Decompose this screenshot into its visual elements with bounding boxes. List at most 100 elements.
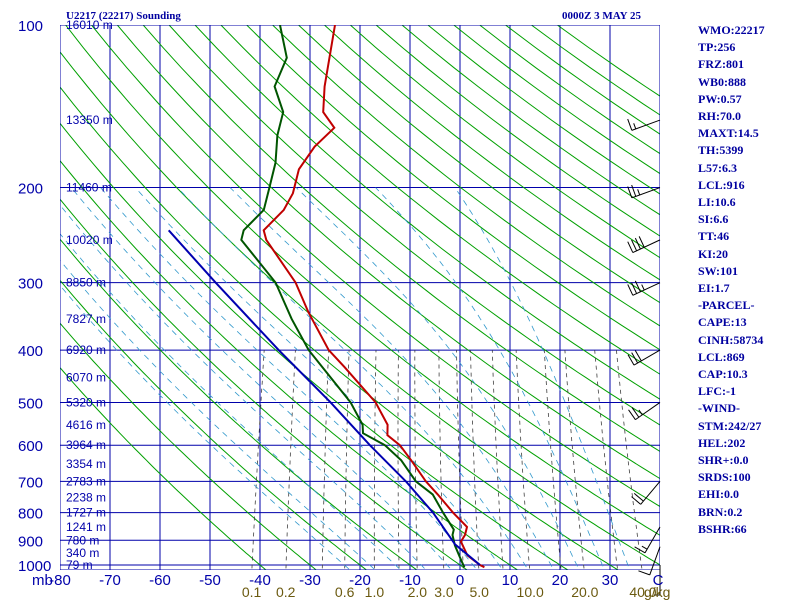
index-row: SW:101 bbox=[698, 263, 739, 278]
wind-barb bbox=[638, 546, 661, 576]
mixing-ratio-line bbox=[414, 350, 418, 570]
dry-adiabat bbox=[168, 25, 660, 426]
wind-barb-flag bbox=[634, 280, 641, 292]
mixing-ratio-label: 5.0 bbox=[469, 584, 489, 600]
wind-barb-staff bbox=[633, 349, 661, 366]
temperature-tick-label: -20 bbox=[349, 572, 371, 589]
height-label: 340 m bbox=[66, 546, 99, 560]
wind-barb bbox=[627, 236, 661, 254]
index-row: TT:46 bbox=[698, 229, 730, 244]
height-label: 1727 m bbox=[66, 506, 106, 520]
pressure-tick-label: 700 bbox=[18, 474, 43, 491]
height-label: 2238 m bbox=[66, 491, 106, 505]
dry-adiabat bbox=[60, 238, 418, 570]
moist-adiabat bbox=[375, 187, 605, 570]
wind-barb-flag bbox=[631, 352, 639, 364]
wind-barbs bbox=[627, 118, 661, 596]
temperature-tick-label: 30 bbox=[602, 572, 619, 589]
mixing-ratio-label: 3.0 bbox=[434, 584, 454, 600]
pressure-tick-label: 1000 bbox=[18, 558, 51, 575]
wind-barb bbox=[631, 481, 661, 505]
wind-barb-flag bbox=[627, 354, 635, 366]
dry-adiabat bbox=[298, 25, 660, 304]
index-row: LCL:916 bbox=[698, 177, 745, 192]
index-row: BSHR:66 bbox=[698, 521, 747, 536]
index-row: HEL:202 bbox=[698, 435, 746, 450]
wind-barb-flag bbox=[641, 545, 648, 550]
dry-adiabat bbox=[220, 25, 660, 375]
index-row: EI:1.7 bbox=[698, 281, 730, 296]
mixing-ratio-line bbox=[594, 350, 619, 570]
height-label: 7827 m bbox=[66, 312, 106, 326]
wind-barb-staff bbox=[644, 526, 661, 554]
temperature-profile bbox=[262, 25, 485, 569]
wind-barb-staff bbox=[635, 402, 661, 421]
pressure-tick-label: 400 bbox=[18, 343, 43, 360]
mixing-ratio-label: 0.6 bbox=[335, 584, 355, 600]
pressure-unit-label: mb bbox=[32, 572, 53, 589]
wind-barb-staff bbox=[649, 546, 661, 576]
pressure-tick-label: 600 bbox=[18, 438, 43, 455]
mixing-ratio-label: 1.0 bbox=[365, 584, 385, 600]
height-label: 2783 m bbox=[66, 474, 106, 488]
wind-barb-staff bbox=[640, 481, 661, 505]
dry-adiabat bbox=[324, 25, 660, 281]
index-row: MAXT:14.5 bbox=[698, 126, 759, 141]
wind-barb-flag bbox=[627, 241, 634, 253]
index-row: STM:242/27 bbox=[698, 418, 762, 433]
wind-barb-flag bbox=[634, 546, 646, 554]
sounding-title: U2217 (22217) Sounding bbox=[66, 10, 181, 22]
dry-adiabat bbox=[116, 25, 660, 480]
index-row: LFC:-1 bbox=[698, 384, 736, 399]
temperature-tick-label: -40 bbox=[249, 572, 271, 589]
dry-adiabat bbox=[91, 25, 660, 508]
wind-barb-flag bbox=[631, 407, 640, 418]
pressure-tick-label: 500 bbox=[18, 395, 43, 412]
wind-barb bbox=[628, 402, 661, 421]
mixing-ratio-label: 2.0 bbox=[408, 584, 428, 600]
temperature-tick-label: -30 bbox=[299, 572, 321, 589]
wind-barb bbox=[627, 184, 661, 199]
stability-indices-panel: WMO:22217 TP:256 FRZ:801 WB0:888 PW:0.57 RH:7… bbox=[698, 22, 798, 538]
temperature-tick-label: -70 bbox=[99, 572, 121, 589]
index-row: SRDS:100 bbox=[698, 470, 751, 485]
moist-adiabat bbox=[454, 187, 631, 570]
mixing-ratio-label: 40.0 bbox=[629, 584, 656, 600]
index-row: RH:70.0 bbox=[698, 109, 741, 124]
parcel-profile bbox=[167, 229, 481, 566]
mixing-ratio-line bbox=[491, 350, 504, 570]
mixing-ratio-label: 0.1 bbox=[242, 584, 262, 600]
dry-adiabat bbox=[272, 25, 660, 327]
index-row: TP:256 bbox=[698, 40, 736, 55]
dry-adiabat bbox=[60, 159, 519, 570]
grid-layer bbox=[60, 25, 660, 570]
dewpoint-profile bbox=[240, 25, 466, 568]
wind-barb-flag bbox=[633, 493, 644, 502]
index-row: -WIND- bbox=[698, 401, 740, 416]
dry-adiabat bbox=[60, 322, 318, 570]
mixing-ratio-line bbox=[564, 350, 585, 570]
mixing-ratio-line bbox=[515, 350, 531, 570]
mixing-ratio-line bbox=[397, 350, 400, 570]
mixing-ratio-line bbox=[438, 350, 445, 570]
pressure-tick-label: 900 bbox=[18, 533, 43, 550]
index-row: L57:6.3 bbox=[698, 160, 737, 175]
index-row: CINH:58734 bbox=[698, 332, 764, 347]
index-row: WMO:22217 bbox=[698, 23, 765, 37]
index-row: FRZ:801 bbox=[698, 57, 744, 72]
temperature-tick-label: 20 bbox=[552, 572, 569, 589]
wind-barb-flag bbox=[631, 184, 637, 197]
mixing-ratio-line bbox=[321, 350, 329, 570]
wind-barb bbox=[627, 118, 661, 131]
wind-barb-staff bbox=[631, 187, 661, 199]
height-label: 4616 m bbox=[66, 418, 106, 432]
dry-adiabat bbox=[246, 25, 660, 351]
temperature-tick-label: 0 bbox=[456, 572, 464, 589]
height-label: 16010 m bbox=[66, 18, 113, 32]
moist-adiabat bbox=[60, 204, 427, 570]
temperature-unit-label: C bbox=[653, 572, 664, 589]
pressure-tick-label: 200 bbox=[18, 181, 43, 198]
mixing-ratio-label: 10.0 bbox=[517, 584, 544, 600]
index-row: PW:0.57 bbox=[698, 91, 742, 106]
